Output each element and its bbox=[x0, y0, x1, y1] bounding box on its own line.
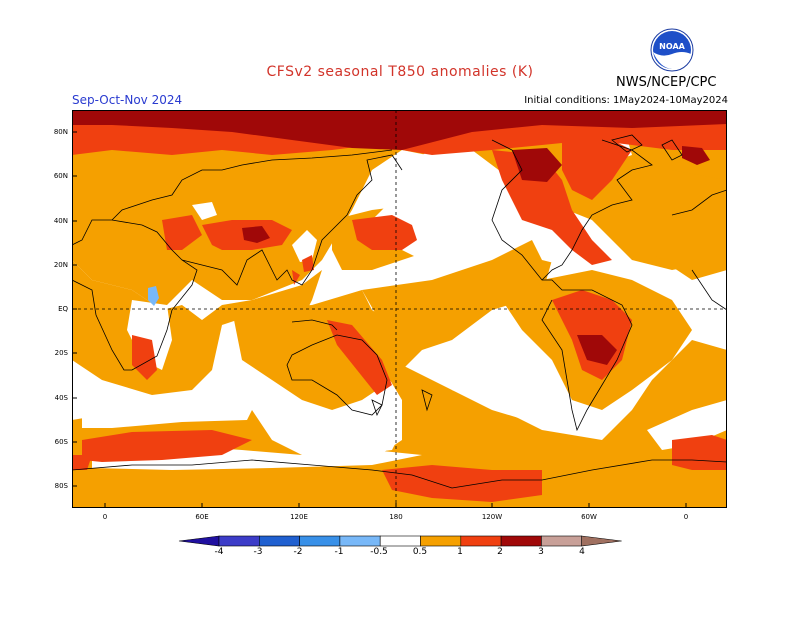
color-bar-arrow-high bbox=[581, 535, 622, 547]
coastlines bbox=[72, 134, 727, 489]
legend-label-p4: 4 bbox=[579, 547, 585, 557]
map-title: CFSv2 seasonal T850 anomalies (K) bbox=[266, 64, 534, 80]
season-label: Sep-Oct-Nov 2024 bbox=[72, 93, 183, 107]
color-bar-segment bbox=[299, 535, 341, 547]
color-bar-segment bbox=[500, 535, 542, 547]
lon-label-120w: 120W bbox=[481, 513, 503, 521]
anomaly-cool-patch bbox=[148, 286, 159, 306]
logo-text: NOAA bbox=[659, 42, 685, 51]
lon-label-0: 0 bbox=[102, 513, 108, 521]
color-bar-segment bbox=[218, 535, 260, 547]
noaa-logo: NOAA bbox=[650, 28, 694, 72]
color-bar-segment bbox=[379, 535, 421, 547]
lat-label-eq: EQ bbox=[58, 305, 68, 313]
legend-label-p05: 0.5 bbox=[412, 547, 428, 557]
color-bar-segment bbox=[258, 535, 300, 547]
anomaly-1-2-regions bbox=[72, 118, 727, 502]
lat-label-60s: 60S bbox=[54, 438, 68, 446]
lat-label-80n: 80N bbox=[53, 128, 68, 136]
legend-label-m3: -3 bbox=[253, 547, 263, 557]
lat-label-80s: 80S bbox=[54, 482, 68, 490]
legend-label-m05: -0.5 bbox=[370, 547, 388, 557]
lat-label-20s: 20S bbox=[54, 349, 68, 357]
color-bar bbox=[178, 535, 622, 547]
anomaly-2-3-regions bbox=[72, 110, 727, 365]
legend-label-m4: -4 bbox=[214, 547, 224, 557]
lon-label-120e: 120E bbox=[290, 513, 308, 521]
lat-label-60n: 60N bbox=[53, 172, 68, 180]
color-bar-segment bbox=[339, 535, 381, 547]
legend-label-p2: 2 bbox=[497, 547, 503, 557]
lat-label-20n: 20N bbox=[53, 261, 68, 269]
legend-label-p1: 1 bbox=[457, 547, 463, 557]
legend-label-p3: 3 bbox=[538, 547, 544, 557]
lat-label-40s: 40S bbox=[54, 394, 68, 402]
agency-label: NWS/NCEP/CPC bbox=[616, 75, 717, 90]
lat-label-40n: 40N bbox=[53, 217, 68, 225]
initial-conditions: Initial conditions: 1May2024-10May2024 bbox=[524, 95, 728, 106]
map-ticks bbox=[72, 131, 687, 508]
lon-label-180: 180 bbox=[389, 513, 403, 521]
color-bar-segment bbox=[460, 535, 502, 547]
legend-label-m2: -2 bbox=[293, 547, 303, 557]
legend-label-m1: -1 bbox=[334, 547, 344, 557]
lon-label-60w: 60W bbox=[581, 513, 597, 521]
color-bar-segment bbox=[420, 535, 462, 547]
lon-label-0-east: 0 bbox=[683, 513, 689, 521]
color-bar-arrow-low bbox=[178, 535, 220, 547]
lon-label-60e: 60E bbox=[195, 513, 209, 521]
color-bar-segment bbox=[541, 535, 583, 547]
anomaly-map bbox=[72, 110, 727, 508]
